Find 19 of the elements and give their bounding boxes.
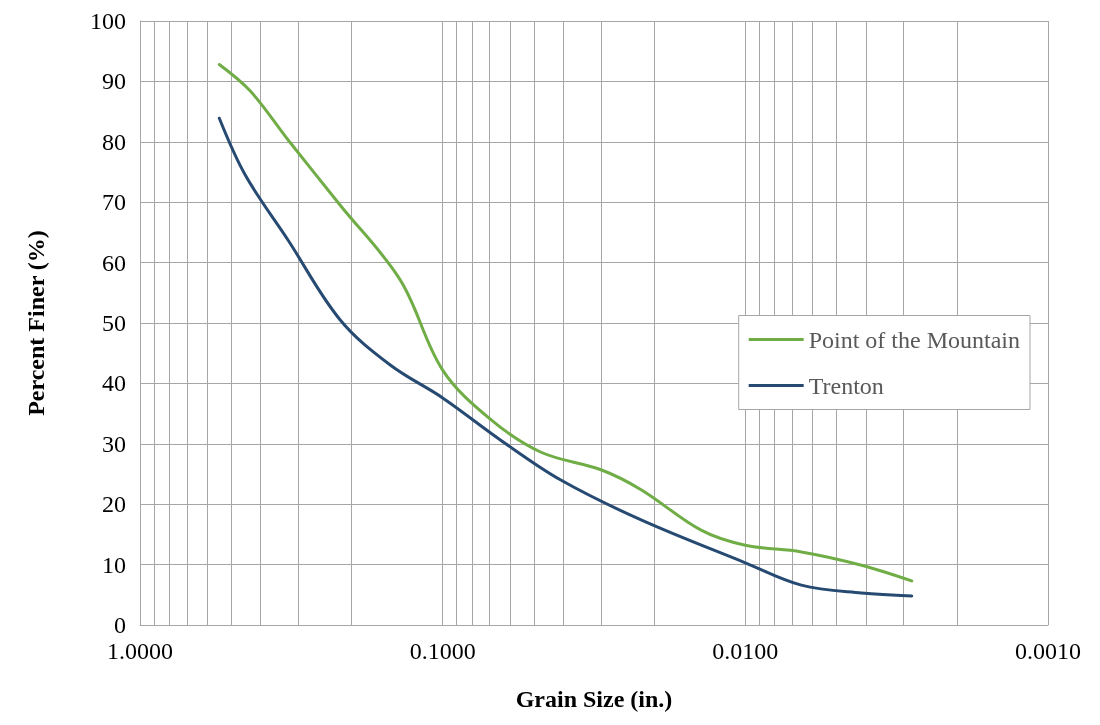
y-tick-label: 10 [102,551,126,578]
y-tick-label: 90 [102,68,126,95]
y-axis-title: Percent Finer (%) [23,230,49,416]
y-tick-label: 80 [102,128,126,155]
y-tick-label: 0 [114,612,126,638]
x-tick-label: 1.0000 [107,638,173,664]
x-tick-label: 0.0010 [1015,638,1081,664]
y-tick-label: 70 [102,189,126,216]
x-tick-label: 0.0100 [712,638,779,664]
y-tick-label: 20 [102,491,126,518]
y-tick-label: 30 [102,430,126,457]
x-tick-label: 0.1000 [409,638,476,664]
y-tick-label: 60 [102,249,126,276]
y-tick-label: 100 [90,8,126,34]
y-tick-label: 50 [102,310,126,336]
legend-label: Trenton [808,372,884,399]
x-axis-title: Grain Size (in.) [515,686,673,712]
legend-label: Point of the Mountain [808,326,1020,353]
y-tick-label: 40 [102,370,126,397]
